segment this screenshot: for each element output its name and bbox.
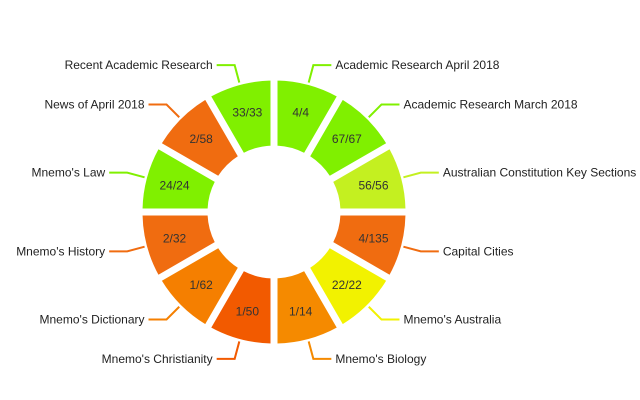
segment-mnemo-s-australia[interactable]: [308, 246, 388, 326]
segment-value-label: 2/58: [189, 132, 213, 146]
segment-mnemo-s-biology[interactable]: [276, 269, 339, 345]
category-label-news-of-april-2018: News of April 2018: [44, 98, 144, 112]
connector-academic-research-april-2018: [307, 64, 332, 83]
segment-mnemo-s-dictionary[interactable]: [160, 246, 240, 326]
segment-value-label: 4/4: [292, 106, 309, 120]
connector-recent-academic-research: [216, 64, 241, 83]
connector-mnemo-s-christianity: [216, 341, 241, 360]
category-label-mnemo-s-dictionary: Mnemo's Dictionary: [40, 312, 145, 326]
connector-mnemo-s-dictionary: [148, 306, 180, 321]
category-label-mnemo-s-law: Mnemo's Law: [32, 166, 106, 180]
segment-mnemo-s-christianity[interactable]: [209, 269, 272, 345]
segment-value-label: 2/32: [163, 232, 187, 246]
connector-news-of-april-2018: [148, 103, 180, 118]
segment-academic-research-march-2018[interactable]: [308, 98, 388, 178]
category-label-mnemo-s-australia: Mnemo's Australia: [403, 312, 501, 326]
category-label-capital-cities: Capital Cities: [443, 244, 514, 258]
segment-australian-constitution-key-sections[interactable]: [331, 147, 407, 210]
category-label-mnemo-s-history: Mnemo's History: [16, 244, 105, 258]
segment-news-of-april-2018[interactable]: [160, 98, 240, 178]
segment-mnemo-s-law[interactable]: [141, 147, 217, 210]
category-labels: Academic Research April 2018 Academic Res…: [16, 58, 636, 366]
segment-value-label: 1/50: [236, 304, 260, 318]
segment-value-label: 67/67: [332, 132, 362, 146]
category-label-mnemo-s-biology: Mnemo's Biology: [335, 352, 426, 366]
category-label-academic-research-march-2018: Academic Research March 2018: [403, 98, 577, 112]
segment-academic-research-april-2018[interactable]: [276, 79, 339, 155]
category-label-mnemo-s-christianity: Mnemo's Christianity: [102, 352, 213, 366]
label-connectors: [109, 64, 439, 360]
segment-value-label: 33/33: [232, 106, 262, 120]
segment-value-label: 1/14: [289, 304, 313, 318]
category-label-academic-research-april-2018: Academic Research April 2018: [335, 58, 499, 72]
segment-value-label: 4/135: [358, 232, 388, 246]
category-label-recent-academic-research: Recent Academic Research: [65, 58, 213, 72]
segment-mnemo-s-history[interactable]: [141, 214, 217, 277]
segment-value-label: 24/24: [159, 178, 189, 192]
segment-recent-academic-research[interactable]: [209, 79, 272, 155]
segment-value-label: 56/56: [358, 178, 388, 192]
connector-mnemo-s-biology: [307, 341, 332, 360]
segment-value-label: 22/22: [332, 278, 362, 292]
connector-mnemo-s-history: [109, 245, 145, 253]
connector-mnemo-s-australia: [368, 306, 400, 321]
donut-segments: 4/4 67/67 56/56 4/135 22/22 1/14 1/50 1/62 2/32 2…: [141, 79, 407, 345]
segment-capital-cities[interactable]: [331, 214, 407, 277]
connector-mnemo-s-law: [109, 171, 145, 179]
connector-academic-research-march-2018: [368, 103, 400, 118]
connector-capital-cities: [403, 245, 439, 253]
segment-value-label: 1/62: [189, 278, 213, 292]
connector-australian-constitution-key-sections: [403, 171, 439, 179]
category-label-australian-constitution-key-sections: Australian Constitution Key Sections: [443, 166, 636, 180]
